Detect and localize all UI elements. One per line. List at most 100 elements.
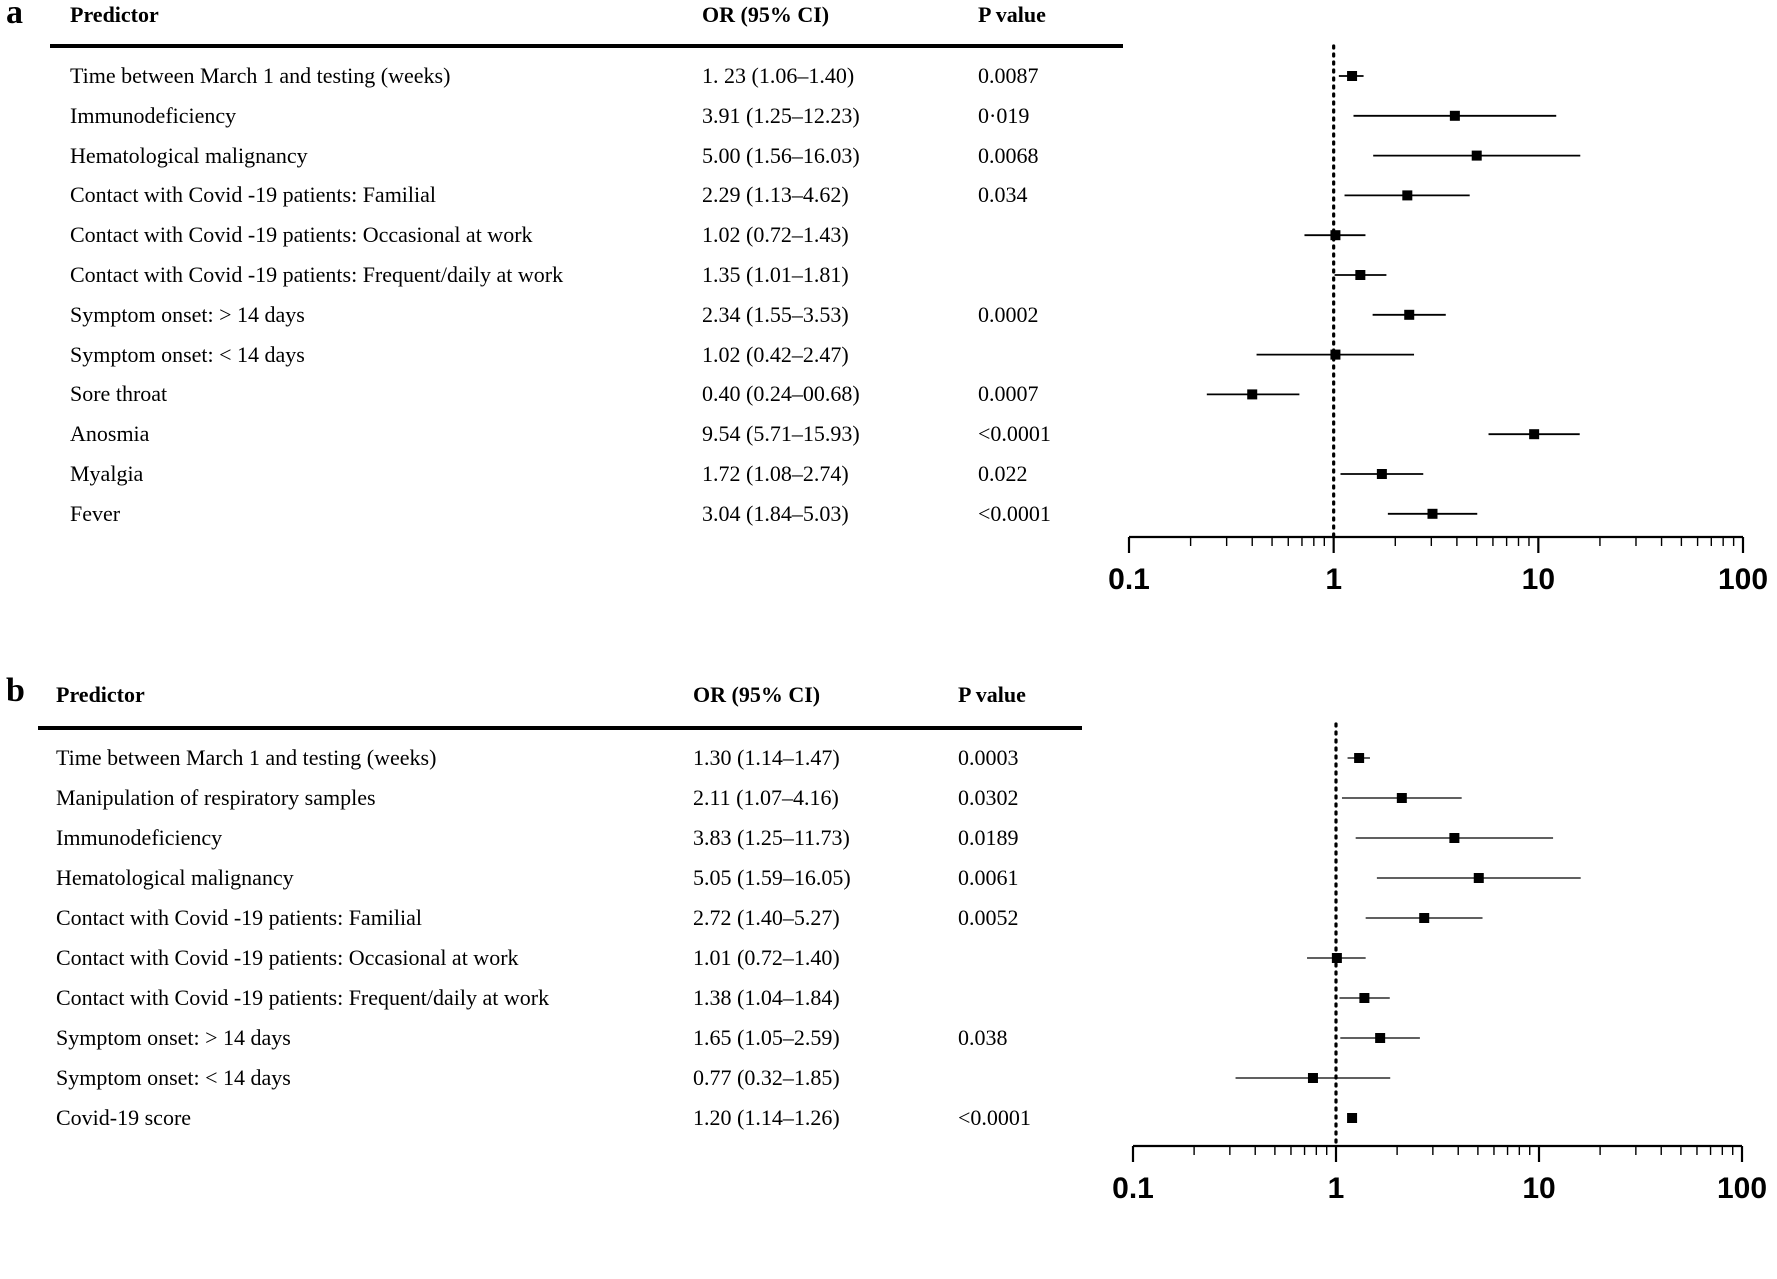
row-predictor: Contact with Covid -19 patients: Occasio… [70, 222, 533, 248]
or-point [1347, 71, 1358, 81]
row-p-value: 0.0002 [978, 301, 1039, 327]
x-tick-label: 10 [1522, 563, 1555, 596]
or-point [1529, 429, 1540, 440]
row-or-ci: 1.20 (1.14–1.26) [693, 1105, 840, 1130]
panel-label: a [6, 0, 23, 31]
row-or-ci: 1.35 (1.01–1.81) [702, 262, 849, 287]
row-predictor: Contact with Covid -19 patients: Familia… [70, 182, 437, 208]
row-or-ci: 3.83 (1.25–11.73) [693, 825, 850, 850]
row-or-ci: 1.01 (0.72–1.40) [693, 945, 840, 970]
row-p-value: <0.0001 [978, 421, 1051, 447]
or-point [1402, 190, 1413, 201]
row-p-value: 0·019 [978, 102, 1030, 128]
or-point [1396, 793, 1407, 803]
header-predictor: Predictor [56, 682, 145, 707]
row-or-ci: 1.02 (0.72–1.43) [702, 222, 849, 248]
row-or-ci: 3.04 (1.84–5.03) [702, 500, 849, 526]
or-point [1247, 389, 1258, 400]
row-p-value: 0.022 [978, 461, 1028, 486]
row-p-value: 0.0068 [978, 142, 1039, 168]
row-or-ci: 3.91 (1.25–12.23) [702, 102, 860, 128]
x-tick-label: 1 [1328, 1172, 1345, 1205]
row-or-ci: 1. 23 (1.06–1.40) [702, 63, 855, 88]
forest-plot: 0.1 1 10 100 [1108, 44, 1768, 596]
or-point [1449, 833, 1460, 843]
row-predictor: Fever [70, 500, 121, 526]
row-p-value: 0.0302 [958, 785, 1019, 810]
or-point [1307, 1073, 1318, 1083]
row-or-ci: 1.65 (1.05–2.59) [693, 1025, 840, 1050]
or-point [1330, 349, 1341, 360]
or-point [1449, 110, 1460, 121]
x-tick-label: 1 [1325, 563, 1342, 596]
row-p-value: 0.034 [978, 182, 1028, 208]
row-p-value: 0.0052 [958, 905, 1019, 930]
x-tick-label: 0.1 [1108, 563, 1150, 596]
x-tick-label: 0.1 [1112, 1172, 1154, 1205]
row-predictor: Time between March 1 and testing (weeks) [56, 745, 437, 770]
or-point [1376, 469, 1387, 479]
x-tick-label: 10 [1522, 1172, 1555, 1205]
or-point [1404, 309, 1415, 320]
header-p-value: P value [958, 682, 1026, 707]
row-predictor: Contact with Covid -19 patients: Occasio… [56, 945, 519, 970]
row-predictor: Symptom onset: > 14 days [56, 1025, 291, 1050]
row-or-ci: 5.05 (1.59–16.05) [693, 865, 851, 890]
row-or-ci: 2.72 (1.40–5.27) [693, 905, 840, 930]
or-point [1347, 1113, 1358, 1123]
x-tick-label: 100 [1718, 563, 1768, 596]
row-or-ci: 0.40 (0.24–00.68) [702, 381, 860, 407]
row-or-ci: 1.38 (1.04–1.84) [693, 985, 840, 1010]
or-point [1375, 1033, 1386, 1043]
row-predictor: Covid-19 score [56, 1105, 192, 1130]
row-predictor: Immunodeficiency [56, 825, 223, 850]
or-point [1473, 873, 1484, 883]
or-point [1355, 270, 1366, 280]
row-p-value: 0.0061 [958, 865, 1019, 890]
or-point [1354, 753, 1365, 763]
row-or-ci: 0.77 (0.32–1.85) [693, 1065, 840, 1090]
row-predictor: Myalgia [70, 461, 144, 486]
or-point [1331, 953, 1342, 963]
row-or-ci: 2.11 (1.07–4.16) [693, 785, 839, 810]
row-predictor: Hematological malignancy [70, 142, 308, 168]
header-predictor: Predictor [70, 2, 159, 27]
header-or-ci: OR (95% CI) [693, 682, 821, 707]
row-p-value: 0.0189 [958, 825, 1019, 850]
or-point [1419, 913, 1430, 923]
or-point [1427, 508, 1438, 519]
or-point [1330, 230, 1341, 241]
or-point [1359, 993, 1370, 1003]
row-predictor: Sore throat [70, 381, 168, 407]
forest-panel-a: a Predictor OR (95% CI) P value Time bet… [0, 0, 1777, 601]
row-p-value: <0.0001 [978, 500, 1051, 526]
panel-label: b [6, 672, 25, 709]
row-predictor: Contact with Covid -19 patients: Frequen… [70, 262, 564, 287]
row-or-ci: 1.72 (1.08–2.74) [702, 461, 849, 486]
row-p-value: 0.0003 [958, 745, 1019, 770]
row-or-ci: 9.54 (5.71–15.93) [702, 421, 860, 447]
forest-plot: 0.1 1 10 100 [1112, 722, 1767, 1205]
row-predictor: Time between March 1 and testing (weeks) [70, 63, 451, 88]
header-rule [50, 44, 1123, 48]
row-p-value: 0.0087 [978, 63, 1039, 88]
row-or-ci: 5.00 (1.56–16.03) [702, 142, 860, 168]
header-rule [38, 726, 1082, 730]
row-predictor: Symptom onset: > 14 days [70, 301, 305, 327]
row-predictor: Hematological malignancy [56, 865, 294, 890]
row-predictor: Anosmia [70, 421, 150, 447]
row-p-value: <0.0001 [958, 1105, 1031, 1130]
row-p-value: 0.0007 [978, 381, 1039, 407]
header-or-ci: OR (95% CI) [702, 2, 830, 27]
header-p-value: P value [978, 2, 1046, 27]
row-or-ci: 1.30 (1.14–1.47) [693, 745, 840, 770]
row-or-ci: 2.29 (1.13–4.62) [702, 182, 849, 208]
row-predictor: Manipulation of respiratory samples [56, 785, 376, 810]
row-predictor: Immunodeficiency [70, 102, 237, 128]
row-p-value: 0.038 [958, 1025, 1008, 1050]
row-predictor: Contact with Covid -19 patients: Familia… [56, 905, 423, 930]
row-predictor: Symptom onset: < 14 days [56, 1065, 291, 1090]
row-predictor: Symptom onset: < 14 days [70, 341, 305, 367]
forest-panel-b: b Predictor OR (95% CI) P value Time bet… [0, 672, 1777, 1279]
row-predictor: Contact with Covid -19 patients: Frequen… [56, 985, 550, 1010]
